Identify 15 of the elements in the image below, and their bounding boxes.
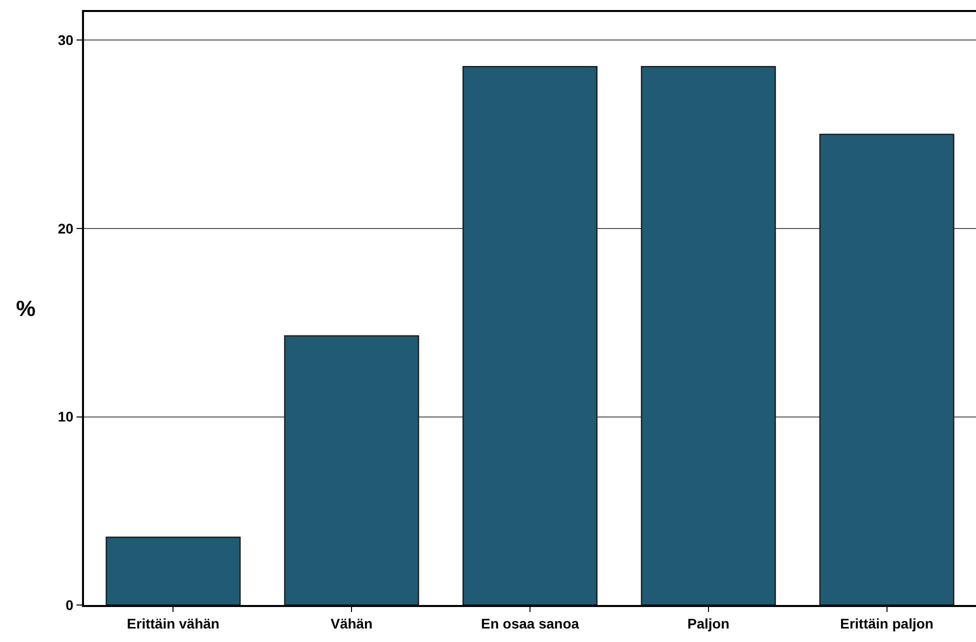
x-tick-label: En osaa sanoa [480, 616, 580, 632]
y-tick-label: 20 [58, 220, 74, 236]
x-tick-label: Vähän [330, 616, 373, 632]
bar [640, 66, 776, 605]
y-tick-label: 30 [58, 32, 74, 48]
bar [284, 335, 420, 605]
bar [462, 66, 598, 605]
x-tick-label: Erittäin paljon [840, 616, 934, 632]
x-tick-label: Paljon [687, 616, 730, 632]
bar [106, 536, 241, 605]
x-tick-label: Erittäin vähän [126, 616, 220, 632]
y-tick-label: 0 [66, 596, 74, 613]
y-axis-title: % [16, 296, 36, 321]
bar [819, 134, 954, 605]
y-tick-label: 10 [58, 408, 74, 425]
